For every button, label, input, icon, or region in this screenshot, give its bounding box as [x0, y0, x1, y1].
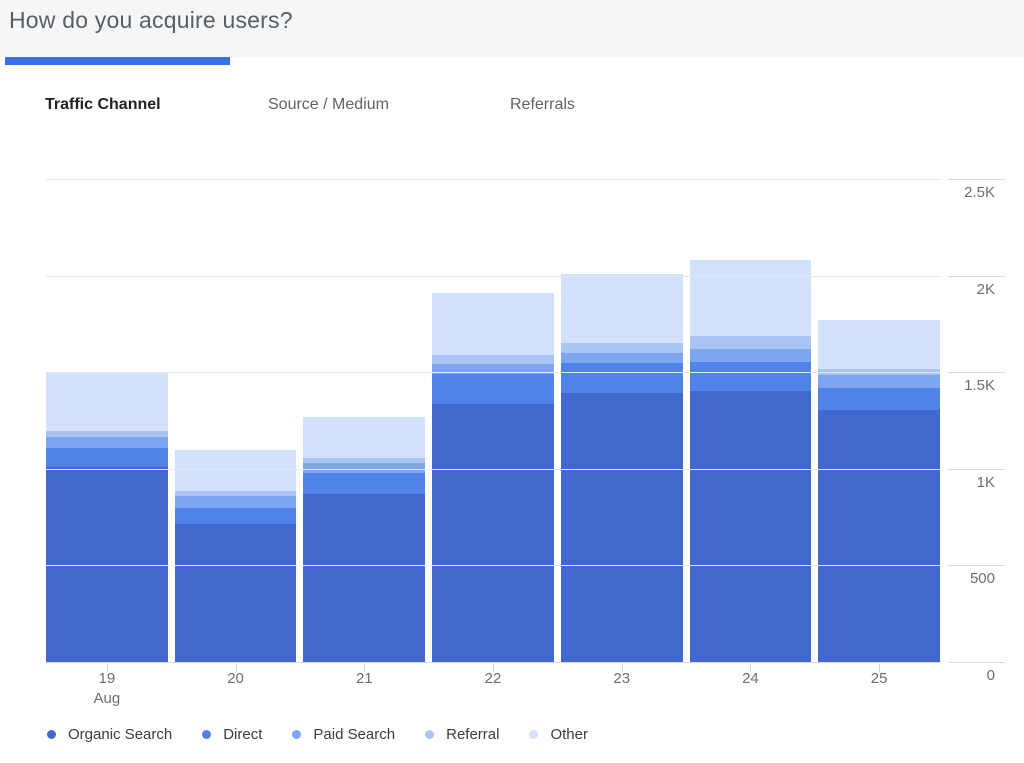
bar-column-21[interactable] [303, 179, 426, 662]
bar-segment[interactable] [818, 320, 941, 370]
bar-segment[interactable] [818, 409, 941, 662]
bar-segment[interactable] [689, 335, 812, 350]
bar-column-24[interactable] [689, 179, 812, 662]
plot-area [46, 179, 941, 662]
bar-segment[interactable] [818, 387, 941, 410]
bar-segment[interactable] [174, 508, 297, 524]
legend-label: Organic Search [68, 726, 173, 743]
legend-item-organic-search: Organic Search [47, 726, 172, 743]
bar-segment[interactable] [303, 472, 426, 494]
legend-dot-icon [529, 730, 539, 739]
y-axis-tick [948, 372, 1005, 374]
y-axis-tick [948, 565, 1005, 567]
bar-segment[interactable] [303, 416, 426, 459]
bar-column-19[interactable] [46, 179, 168, 662]
bar-segment[interactable] [432, 293, 554, 355]
x-axis-tick [235, 664, 237, 672]
y-axis-label: 1K [976, 473, 995, 491]
bar-column-22[interactable] [432, 179, 554, 662]
legend-dot-icon [425, 730, 435, 739]
bars-container [46, 179, 941, 662]
gridline [46, 179, 940, 180]
bar-segment[interactable] [46, 372, 168, 432]
legend-label: Paid Search [313, 726, 396, 743]
x-axis-tick [493, 664, 494, 672]
legend-item-referral: Referral [425, 726, 499, 743]
x-axis-label: 22 [484, 670, 502, 687]
x-axis-tick [750, 664, 752, 672]
bar-segment[interactable] [432, 404, 554, 662]
x-axis-tick [879, 664, 881, 672]
active-tab-indicator [5, 57, 230, 65]
legend-item-other: Other [529, 726, 588, 743]
bar-segment[interactable] [303, 463, 426, 473]
legend-item-paid-search: Paid Search [292, 726, 395, 743]
legend-label: Other [550, 726, 588, 743]
x-axis-label: 21 [355, 670, 373, 687]
bar-segment[interactable] [560, 343, 683, 353]
bar-segment[interactable] [303, 493, 426, 662]
bar-column-23[interactable] [560, 179, 683, 662]
tab-referrals[interactable]: Referrals [510, 96, 575, 113]
widget-title: How do you acquire users? [9, 7, 293, 33]
y-axis-label: 2K [976, 280, 995, 298]
tab-traffic-channel[interactable]: Traffic Channel [45, 96, 161, 113]
x-axis-label: 23 [613, 670, 631, 687]
y-axis-tick [948, 179, 1005, 180]
bar-segment[interactable] [689, 349, 812, 362]
bar-segment[interactable] [432, 374, 554, 405]
bar-segment[interactable] [174, 495, 297, 509]
widget-header: How do you acquire users? [0, 0, 1024, 57]
bar-segment[interactable] [174, 449, 297, 492]
bar-segment[interactable] [46, 447, 168, 467]
x-axis-line [46, 662, 940, 663]
bar-segment[interactable] [689, 361, 812, 391]
bar-segment[interactable] [560, 352, 683, 363]
y-axis-label: 2.5K [964, 184, 995, 201]
legend-label: Direct [223, 726, 263, 743]
bar-segment[interactable] [46, 466, 168, 662]
x-axis-tick [621, 664, 623, 672]
x-axis-label: 24 [742, 670, 759, 687]
y-axis-label: 1.5K [964, 377, 995, 395]
x-axis-label: 19 Aug [93, 670, 121, 707]
bar-segment[interactable] [303, 458, 426, 464]
x-axis-tick [106, 664, 108, 672]
gridline [46, 372, 940, 374]
bar-segment[interactable] [46, 431, 168, 437]
tab-source-medium[interactable]: Source / Medium [268, 96, 389, 113]
bar-segment[interactable] [432, 364, 554, 375]
y-axis-label: 0 [986, 667, 995, 684]
y-axis-tick [948, 275, 1005, 277]
bar-segment[interactable] [560, 392, 683, 662]
bar-segment[interactable] [818, 375, 941, 388]
bar-segment[interactable] [432, 354, 554, 365]
legend-label: Referral [446, 726, 500, 743]
y-axis-tick [948, 468, 1005, 470]
bar-segment[interactable] [560, 362, 683, 393]
bar-segment[interactable] [689, 390, 812, 662]
x-axis-label: 20 [227, 670, 244, 687]
legend-dot-icon [47, 730, 56, 739]
legend-dot-icon [292, 730, 302, 739]
bar-column-20[interactable] [174, 179, 297, 662]
y-axis-tick [948, 662, 1005, 663]
bar-column-25[interactable] [818, 179, 941, 662]
gridline [46, 468, 940, 470]
bar-segment[interactable] [46, 436, 168, 448]
chart-legend: Organic Search Direct Paid Search Referral O… [47, 726, 588, 743]
bar-segment[interactable] [689, 260, 812, 336]
x-axis-label: 25 [870, 670, 888, 687]
gridline [46, 565, 940, 567]
bar-segment[interactable] [560, 273, 683, 344]
y-axis-label: 500 [969, 570, 995, 588]
legend-dot-icon [202, 730, 212, 739]
gridline [46, 275, 940, 277]
x-axis-tick [364, 664, 366, 672]
bar-segment[interactable] [174, 523, 297, 662]
bar-segment[interactable] [174, 491, 297, 496]
legend-item-direct: Direct [202, 726, 262, 743]
